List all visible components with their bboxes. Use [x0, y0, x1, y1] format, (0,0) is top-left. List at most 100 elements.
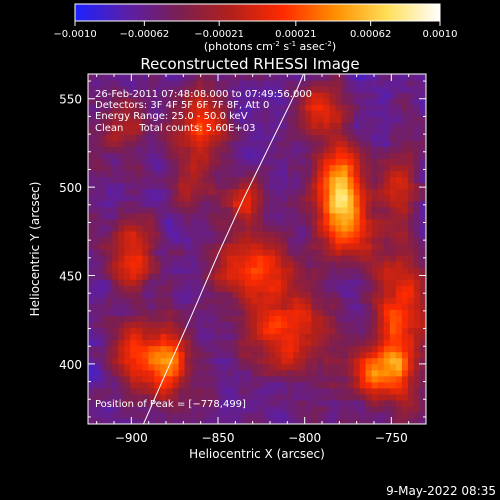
heatmap-cell: [124, 224, 131, 232]
heatmap-cell: [244, 176, 252, 184]
heatmap-cell: [341, 249, 349, 256]
heatmap-cell: [238, 122, 246, 129]
heatmap-cell: [160, 357, 168, 365]
heatmap-cell: [359, 267, 367, 274]
heatmap-cell: [190, 170, 198, 178]
heatmap-cell: [377, 176, 385, 184]
heatmap-cell: [293, 116, 300, 123]
heatmap-cell: [317, 164, 324, 172]
heatmap-cell: [257, 80, 264, 87]
heatmap-cell: [263, 321, 270, 329]
heatmap-cell: [323, 164, 331, 172]
heatmap-cell: [317, 200, 324, 208]
heatmap-cell: [413, 134, 421, 141]
heatmap-cell: [299, 297, 306, 304]
heatmap-cell: [371, 375, 379, 383]
heatmap-cell: [226, 110, 234, 117]
heatmap-cell: [317, 146, 324, 154]
heatmap-cell: [178, 351, 186, 359]
heatmap-cell: [371, 164, 379, 172]
heatmap-cell: [112, 80, 119, 87]
heatmap-cell: [196, 230, 204, 238]
heatmap-cell: [365, 182, 373, 190]
heatmap-cell: [419, 291, 426, 298]
heatmap-cell: [395, 230, 403, 238]
heatmap-cell: [136, 80, 143, 87]
heatmap-cell: [232, 357, 240, 365]
heatmap-cell: [269, 146, 276, 154]
heatmap-cell: [136, 303, 143, 310]
heatmap-cell: [293, 170, 300, 178]
heatmap-cell: [118, 297, 125, 304]
heatmap-cell: [323, 182, 331, 190]
heatmap-cell: [371, 255, 379, 262]
heatmap-cell: [407, 405, 415, 413]
heatmap-cell: [226, 194, 234, 202]
heatmap-cell: [238, 321, 246, 329]
colorbar-tick-label: 0.00062: [350, 29, 391, 40]
heatmap-cell: [365, 200, 373, 208]
heatmap-cell: [136, 212, 143, 220]
heatmap-cell: [263, 104, 270, 111]
heatmap-cell: [232, 345, 240, 353]
heatmap-cell: [148, 393, 155, 401]
heatmap-cell: [263, 369, 270, 377]
heatmap-cell: [184, 188, 192, 196]
heatmap-cell: [208, 291, 216, 298]
heatmap-cell: [232, 249, 240, 256]
heatmap-cell: [383, 357, 391, 365]
heatmap-cell: [214, 218, 222, 226]
heatmap-cell: [100, 164, 107, 172]
colorbar-unit-exponent: -2: [325, 40, 332, 48]
heatmap-cell: [389, 345, 397, 353]
heatmap-cell: [178, 86, 186, 93]
heatmap-cell: [341, 291, 349, 298]
heatmap-cell: [94, 236, 101, 244]
heatmap-cell: [238, 218, 246, 226]
heatmap-cell: [184, 242, 192, 250]
heatmap-cell: [244, 218, 252, 226]
heatmap-cell: [371, 158, 379, 166]
heatmap-cell: [106, 170, 113, 178]
heatmap-cell: [317, 327, 324, 335]
heatmap-cell: [395, 182, 403, 190]
heatmap-cell: [317, 393, 324, 401]
heatmap-cell: [226, 86, 234, 93]
heatmap-cell: [287, 140, 294, 148]
heatmap-cell: [383, 140, 391, 148]
heatmap-cell: [335, 363, 343, 371]
heatmap-cell: [250, 261, 258, 268]
heatmap-cell: [124, 176, 131, 184]
heatmap-cell: [178, 399, 186, 407]
heatmap-cell: [359, 255, 367, 262]
heatmap-cell: [317, 152, 324, 160]
heatmap-cell: [299, 122, 306, 129]
heatmap-cell: [317, 417, 324, 424]
heatmap-cell: [106, 146, 113, 154]
heatmap-cell: [401, 236, 409, 244]
heatmap-cell: [232, 339, 240, 347]
heatmap-cell: [287, 309, 294, 316]
heatmap-cell: [395, 218, 403, 226]
heatmap-cell: [329, 212, 337, 220]
heatmap-cell: [142, 110, 149, 117]
heatmap-cell: [299, 104, 306, 111]
heatmap-cell: [250, 345, 258, 353]
heatmap-cell: [124, 411, 131, 419]
heatmap-cell: [244, 249, 252, 256]
heatmap-cell: [244, 267, 252, 274]
heatmap-cell: [299, 230, 306, 238]
heatmap-cell: [88, 200, 95, 208]
heatmap-cell: [148, 381, 155, 389]
heatmap-cell: [317, 261, 324, 268]
heatmap-cell: [329, 339, 337, 347]
heatmap-cell: [184, 249, 192, 256]
heatmap-cell: [250, 357, 258, 365]
heatmap-cell: [124, 327, 131, 335]
heatmap-cell: [118, 351, 125, 359]
heatmap-cell: [377, 273, 385, 280]
heatmap-cell: [232, 363, 240, 371]
heatmap-cell: [112, 86, 119, 93]
heatmap-cell: [100, 92, 107, 99]
heatmap-cell: [335, 339, 343, 347]
